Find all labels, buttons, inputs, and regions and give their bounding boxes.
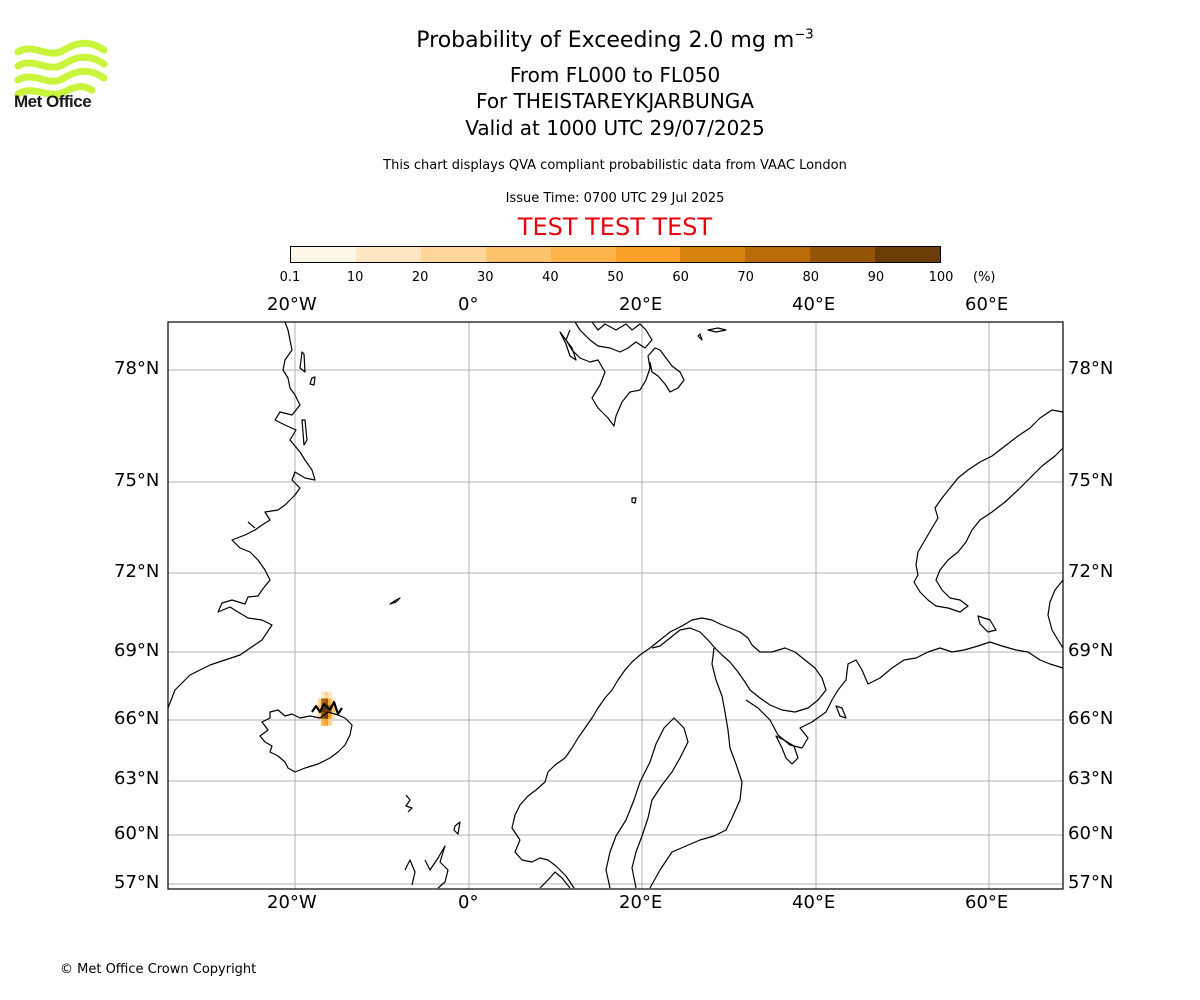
copyright: © Met Office Crown Copyright xyxy=(60,962,257,977)
lat-label-right-3: 72°N xyxy=(1068,561,1114,582)
ash-probability-cell xyxy=(317,705,322,713)
colorbar-segment xyxy=(745,247,811,262)
lon-label-top-5: 60°E xyxy=(965,294,1009,315)
ash-probability-cell xyxy=(321,718,326,726)
lat-label-left-3: 72°N xyxy=(114,561,160,582)
ash-probability-cell xyxy=(324,691,329,699)
ash-probability-cell xyxy=(324,712,329,719)
colorbar-segment xyxy=(680,247,746,262)
lon-label-top-4: 40°E xyxy=(792,294,836,315)
test-banner: TEST TEST TEST xyxy=(517,213,713,241)
ash-probability-cell xyxy=(328,698,333,706)
colorbar-tick-label: 50 xyxy=(607,270,624,285)
ash-probability-cell xyxy=(328,718,333,726)
lon-label-bottom-3: 20°E xyxy=(619,892,663,913)
colorbar-tick-label: 30 xyxy=(477,270,494,285)
ash-probability-cell xyxy=(317,712,322,719)
flight-levels: From FL000 to FL050 xyxy=(509,63,721,87)
colorbar-segment xyxy=(291,247,356,262)
lat-label-right-6: 63°N xyxy=(1068,768,1114,789)
scandinavia-coastline xyxy=(511,617,827,889)
colorbar-unit: (%) xyxy=(973,270,996,285)
colorbar-tick-label: 60 xyxy=(672,270,689,285)
met-office-logo xyxy=(14,39,108,98)
ash-probability-cell xyxy=(321,698,326,706)
lat-label-left-4: 69°N xyxy=(114,640,160,661)
lat-label-left-2: 75°N xyxy=(114,470,160,491)
volcano-name: For THEISTAREYKJARBUNGA xyxy=(476,89,754,113)
lat-label-right-1: 78°N xyxy=(1068,358,1114,379)
lat-label-right-7: 60°N xyxy=(1068,823,1114,844)
colorbar-segment xyxy=(875,247,941,262)
chart-title: Probability of Exceeding 2.0 mg m−3 xyxy=(416,27,814,53)
lat-label-left-6: 63°N xyxy=(114,768,160,789)
colorbar-segment xyxy=(355,247,421,262)
greenland-coastline xyxy=(167,321,316,709)
jan-mayen xyxy=(389,597,401,605)
valid-time: Valid at 1000 UTC 29/07/2025 xyxy=(465,116,765,140)
lon-label-bottom-2: 0° xyxy=(458,892,479,913)
ash-probability-cell xyxy=(324,718,329,726)
colorbar-tick-label: 10 xyxy=(346,270,364,285)
ash-probability-cell xyxy=(328,691,333,699)
colorbar-segment xyxy=(550,247,616,262)
lat-label-right-2: 75°N xyxy=(1068,470,1114,491)
ash-probability-cell xyxy=(321,705,326,713)
lat-label-left-5: 66°N xyxy=(114,708,160,729)
ash-probability-cell xyxy=(331,712,336,719)
colorbar-tick-label: 90 xyxy=(867,270,885,285)
colorbar-tick-label: 20 xyxy=(411,270,429,285)
colorbar-tick-label: 40 xyxy=(542,270,559,285)
lon-label-bottom-4: 40°E xyxy=(792,892,836,913)
novaya-zemlya-coastline xyxy=(913,409,1064,613)
sweden-finland xyxy=(605,717,689,889)
lon-label-bottom-5: 60°E xyxy=(965,892,1009,913)
ash-probability-cell xyxy=(317,698,322,706)
lat-label-right-5: 66°N xyxy=(1068,708,1114,729)
faroe-islands xyxy=(405,794,413,813)
ash-probability-cell xyxy=(324,705,329,713)
colorbar-tick-label: 70 xyxy=(737,270,754,285)
colorbar-tick-label: 0.1 xyxy=(279,270,301,285)
colorbar-segment xyxy=(810,247,876,262)
lon-label-top-1: 20°W xyxy=(267,294,317,315)
lat-label-left-7: 60°N xyxy=(114,823,160,844)
lat-label-left-8: 57°N xyxy=(114,872,160,893)
chart-description: This chart displays QVA compliant probab… xyxy=(383,158,847,173)
ash-probability-cell xyxy=(328,712,333,719)
lon-label-top-2: 0° xyxy=(458,294,479,315)
logo-text: Met Office xyxy=(14,92,92,111)
shetland xyxy=(453,821,461,835)
lat-label-left-1: 78°N xyxy=(114,358,160,379)
lon-label-bottom-1: 20°W xyxy=(267,892,317,913)
lat-label-right-4: 69°N xyxy=(1068,640,1114,661)
colorbar-tick-label: 100 xyxy=(928,270,954,285)
colorbar-segment xyxy=(615,247,681,262)
bear-island xyxy=(631,497,637,504)
iceland-coastline xyxy=(259,709,353,773)
lon-label-top-3: 20°E xyxy=(619,294,663,315)
colorbar-segment xyxy=(420,247,486,262)
issue-time: Issue Time: 0700 UTC 29 Jul 2025 xyxy=(505,191,725,206)
ash-probability-cells xyxy=(317,691,336,726)
colorbar-segment xyxy=(485,247,551,262)
probability-colorbar xyxy=(290,246,941,263)
svalbard-coastline xyxy=(565,321,685,427)
map-gridlines xyxy=(168,322,1063,889)
ash-probability-cell xyxy=(321,691,326,699)
ash-probability-cell xyxy=(331,705,336,713)
lat-label-right-8: 57°N xyxy=(1068,872,1114,893)
colorbar-tick-label: 80 xyxy=(802,270,820,285)
ash-probability-cell xyxy=(324,698,329,706)
